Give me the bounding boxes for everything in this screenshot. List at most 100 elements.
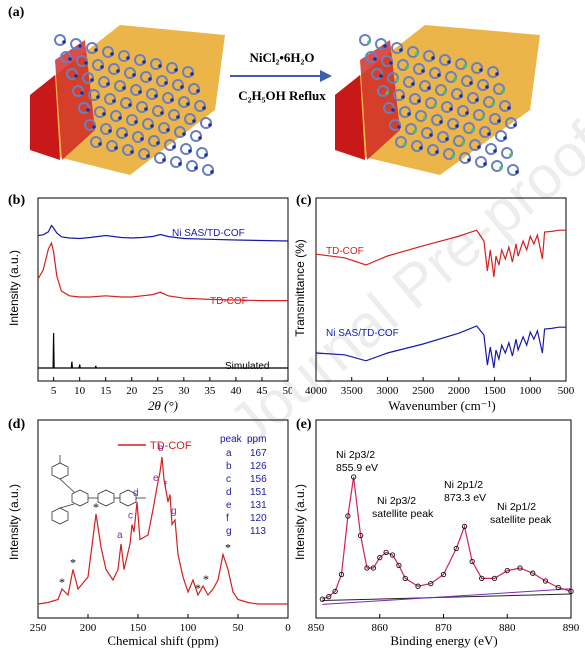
xps-chart: (e) Intensity (a.u.) Binding energy (eV)…	[293, 417, 580, 648]
x-axis-label: Wavenumber (cm⁻¹)	[388, 398, 496, 413]
lattice-node	[66, 68, 78, 80]
lattice-atom	[160, 111, 164, 115]
lattice-atom	[477, 145, 481, 149]
lattice-node	[495, 130, 507, 142]
annot-sat-peak-1: satellite peak	[372, 508, 434, 520]
lattice-atom	[379, 74, 383, 78]
lattice-atom	[475, 98, 479, 102]
fit-envelope	[322, 476, 572, 600]
lattice-node	[507, 164, 519, 176]
lattice-atom	[146, 154, 150, 158]
y-axis-label: Intensity (a.u.)	[7, 484, 21, 560]
table-cell-ppm: 156	[250, 474, 267, 485]
lattice-node	[427, 144, 439, 156]
lattice-node	[359, 34, 371, 46]
lattice-atom	[176, 115, 180, 119]
lattice-node	[461, 75, 473, 87]
lattice-node	[150, 58, 162, 70]
lattice-node	[423, 50, 435, 62]
x-tick-label: 35	[204, 385, 216, 397]
lattice-atom	[170, 98, 174, 102]
peak-letter: c	[128, 511, 133, 522]
lattice-atom	[405, 65, 409, 69]
lattice-atom	[90, 78, 94, 82]
solvent-label: C₂H₅OH Reflux	[238, 88, 326, 103]
x-tick-label: 250	[30, 622, 47, 634]
lattice-atom	[122, 86, 126, 90]
lattice-node	[447, 118, 459, 130]
data-point	[542, 578, 549, 584]
lattice-atom	[487, 132, 491, 136]
lattice-atom	[100, 65, 104, 69]
lattice-node	[54, 34, 66, 46]
lattice-atom	[80, 91, 84, 95]
lattice-atom	[174, 68, 178, 72]
lattice-atom	[114, 146, 118, 150]
lattice-atom	[397, 125, 401, 129]
nmr-chart: (d) Intensity (a.u.) Chemical shift (ppm…	[7, 417, 291, 648]
data-point	[469, 558, 475, 565]
lattice-atom	[84, 61, 88, 65]
x-tick-label: 3500	[341, 385, 364, 397]
lattice-node	[70, 38, 82, 50]
lattice-atom	[439, 120, 443, 124]
lattice-atom	[208, 123, 212, 127]
lattice-node	[156, 75, 168, 87]
lattice-atom	[509, 153, 513, 157]
plot-frame	[37, 419, 289, 619]
x-tick-label: 45	[256, 385, 268, 397]
lattice-node	[491, 160, 503, 172]
lattice-atom	[463, 64, 467, 68]
lattice-atom	[178, 162, 182, 166]
panel-b-label: (b)	[8, 193, 25, 208]
lattice-node	[469, 139, 481, 151]
table-cell-ppm: 167	[250, 448, 267, 459]
table-cell-peak: b	[226, 461, 232, 472]
data-point	[364, 565, 370, 571]
lattice-node	[405, 123, 417, 135]
lattice-node	[499, 100, 511, 112]
lattice-node	[381, 55, 393, 67]
x-axis-label: Binding energy (eV)	[390, 633, 497, 648]
peak-letter: f	[164, 481, 167, 492]
table-cell-ppm: 151	[250, 487, 267, 498]
lattice-node	[413, 63, 425, 75]
lattice-atom	[96, 95, 100, 99]
lattice-atom	[196, 89, 200, 93]
x-tick-label: 50	[283, 385, 293, 397]
lattice-atom	[385, 91, 389, 95]
x-tick-label: 5	[51, 385, 57, 397]
data-point	[568, 588, 574, 595]
series-line-0	[37, 224, 289, 242]
legend-label: TD-COF	[150, 440, 192, 452]
lattice-atom	[419, 146, 423, 150]
ni-sas-td-cof-framework-illustration	[335, 25, 540, 176]
peak-letter: a	[117, 530, 123, 541]
lattice-node	[445, 71, 457, 83]
lattice-atom	[74, 74, 78, 78]
x-tick-label: 20	[126, 385, 138, 397]
lattice-atom	[78, 44, 82, 48]
y-axis-label: Intensity (a.u.)	[293, 484, 307, 560]
lattice-node	[441, 101, 453, 113]
lattice-node	[78, 102, 90, 114]
lattice-atom	[507, 106, 511, 110]
lattice-atom	[128, 103, 132, 107]
lattice-node	[142, 118, 154, 130]
data-point	[440, 571, 447, 578]
lattice-atom	[94, 48, 98, 52]
series-line-2	[38, 332, 288, 369]
lattice-atom	[140, 137, 144, 141]
annot-ni-2p32-sat: Ni 2p3/2	[377, 495, 416, 507]
x-tick-label: 890	[563, 622, 580, 634]
lattice-atom	[479, 68, 483, 72]
x-tick-label: 150	[130, 622, 147, 634]
lattice-node	[186, 160, 198, 172]
xrd-chart: (b) Intensity (a.u.) 2θ (°) Ni SAS/TD-CO…	[7, 193, 294, 413]
lattice-atom	[443, 90, 447, 94]
lattice-node	[86, 42, 98, 54]
x-tick-label: 1000	[519, 385, 542, 397]
lattice-node	[118, 50, 130, 62]
data-point	[350, 474, 357, 480]
lattice-node	[393, 89, 405, 101]
